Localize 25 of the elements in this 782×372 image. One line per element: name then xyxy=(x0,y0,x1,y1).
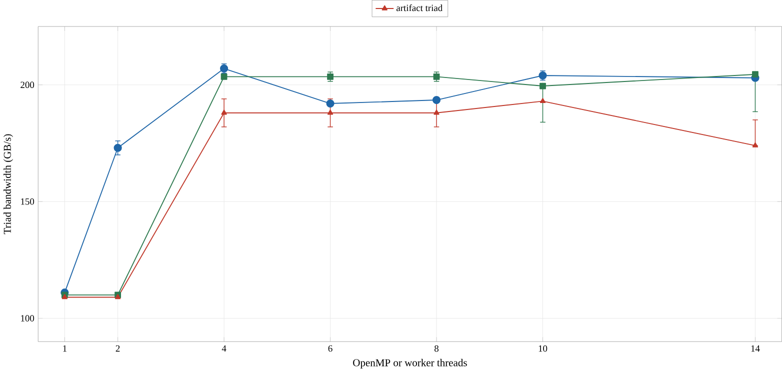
legend-label: artifact triad xyxy=(396,4,443,12)
x-tick-label: 10 xyxy=(538,345,548,352)
x-tick-label: 8 xyxy=(434,345,439,352)
point xyxy=(221,110,227,115)
x-tick-label: 1 xyxy=(63,345,66,352)
point xyxy=(540,98,546,104)
point xyxy=(327,74,334,80)
x-tick-label: 6 xyxy=(328,345,332,352)
point xyxy=(540,82,546,90)
point xyxy=(62,294,68,300)
point xyxy=(752,71,758,78)
y-axis-title: Triad bandwidth (GB/s) xyxy=(3,134,14,234)
y-tick-label: 150 xyxy=(21,198,34,205)
point xyxy=(433,74,440,80)
point xyxy=(114,144,122,152)
y-tick-label: 100 xyxy=(21,315,34,322)
x-tick-label: 4 xyxy=(222,345,226,352)
point xyxy=(327,110,334,115)
x-tick-label: 2 xyxy=(116,345,120,352)
x-axis-title: OpenMP or worker threads xyxy=(353,358,467,368)
x-tick-label: 14 xyxy=(751,345,760,352)
point xyxy=(432,96,441,104)
y-tick-label: 200 xyxy=(20,82,34,88)
point xyxy=(114,294,121,300)
point xyxy=(434,110,440,115)
